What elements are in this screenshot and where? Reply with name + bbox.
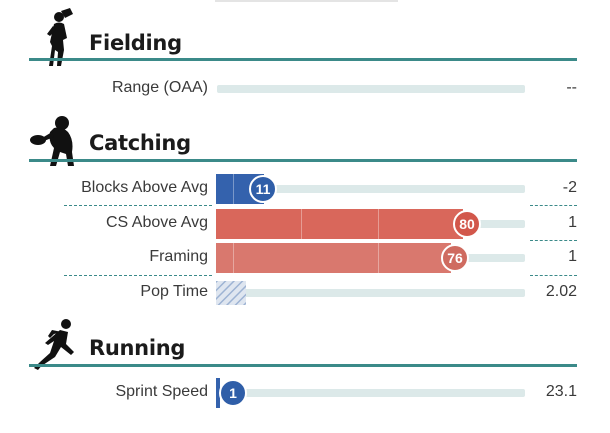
percentile-bubble-framing: 76 [441, 244, 469, 272]
metric-fill-cs-above-avg [216, 209, 463, 239]
metric-fill-framing [216, 243, 451, 273]
runner-silhouette-icon [34, 319, 74, 370]
row-divider [64, 275, 212, 276]
top-divider [215, 0, 398, 2]
metric-label-cs-above-avg: CS Above Avg [106, 214, 208, 231]
section-title-running: Running [89, 336, 186, 360]
pop-time-hatched-fill [216, 281, 246, 305]
row-divider [530, 275, 577, 276]
section-rule [29, 159, 577, 162]
bar-gridline [233, 243, 234, 273]
metric-track-pop-time [217, 289, 525, 297]
metric-value-blocks-above-avg: -2 [562, 179, 577, 196]
percentile-bubble-cs-above-avg: 80 [453, 210, 481, 238]
bar-gridline [378, 243, 379, 273]
metric-value-sprint-speed: 23.1 [545, 383, 577, 400]
section-title-catching: Catching [89, 131, 191, 155]
catcher-silhouette-icon [30, 116, 74, 166]
metric-label-range-oaa: Range (OAA) [111, 79, 208, 96]
metric-value-range-oaa: -- [566, 79, 577, 96]
row-divider [530, 240, 577, 241]
metric-track-sprint-speed [217, 389, 525, 397]
row-divider [530, 205, 577, 206]
percentile-bubble-blocks-above-avg: 11 [249, 175, 277, 203]
metric-label-framing: Framing [149, 248, 208, 265]
metric-fill-sprint-speed [216, 378, 220, 408]
metric-value-pop-time: 2.02 [545, 283, 577, 300]
section-title-fielding: Fielding [89, 31, 182, 55]
bar-gridline [378, 209, 379, 239]
row-divider [64, 205, 212, 206]
metric-label-blocks-above-avg: Blocks Above Avg [81, 179, 208, 196]
percentile-bubble-sprint-speed: 1 [219, 379, 247, 407]
metric-label-pop-time: Pop Time [140, 283, 208, 300]
section-rule [29, 58, 577, 61]
section-rule [29, 364, 577, 367]
bar-gridline [233, 174, 234, 204]
bar-gridline [301, 209, 302, 239]
metric-value-framing: 1 [568, 248, 577, 265]
fielder-silhouette-icon [47, 8, 73, 66]
metric-track-range-oaa [217, 85, 525, 93]
metric-track-blocks-above-avg [217, 185, 525, 193]
metric-value-cs-above-avg: 1 [568, 214, 577, 231]
metric-label-sprint-speed: Sprint Speed [115, 383, 208, 400]
